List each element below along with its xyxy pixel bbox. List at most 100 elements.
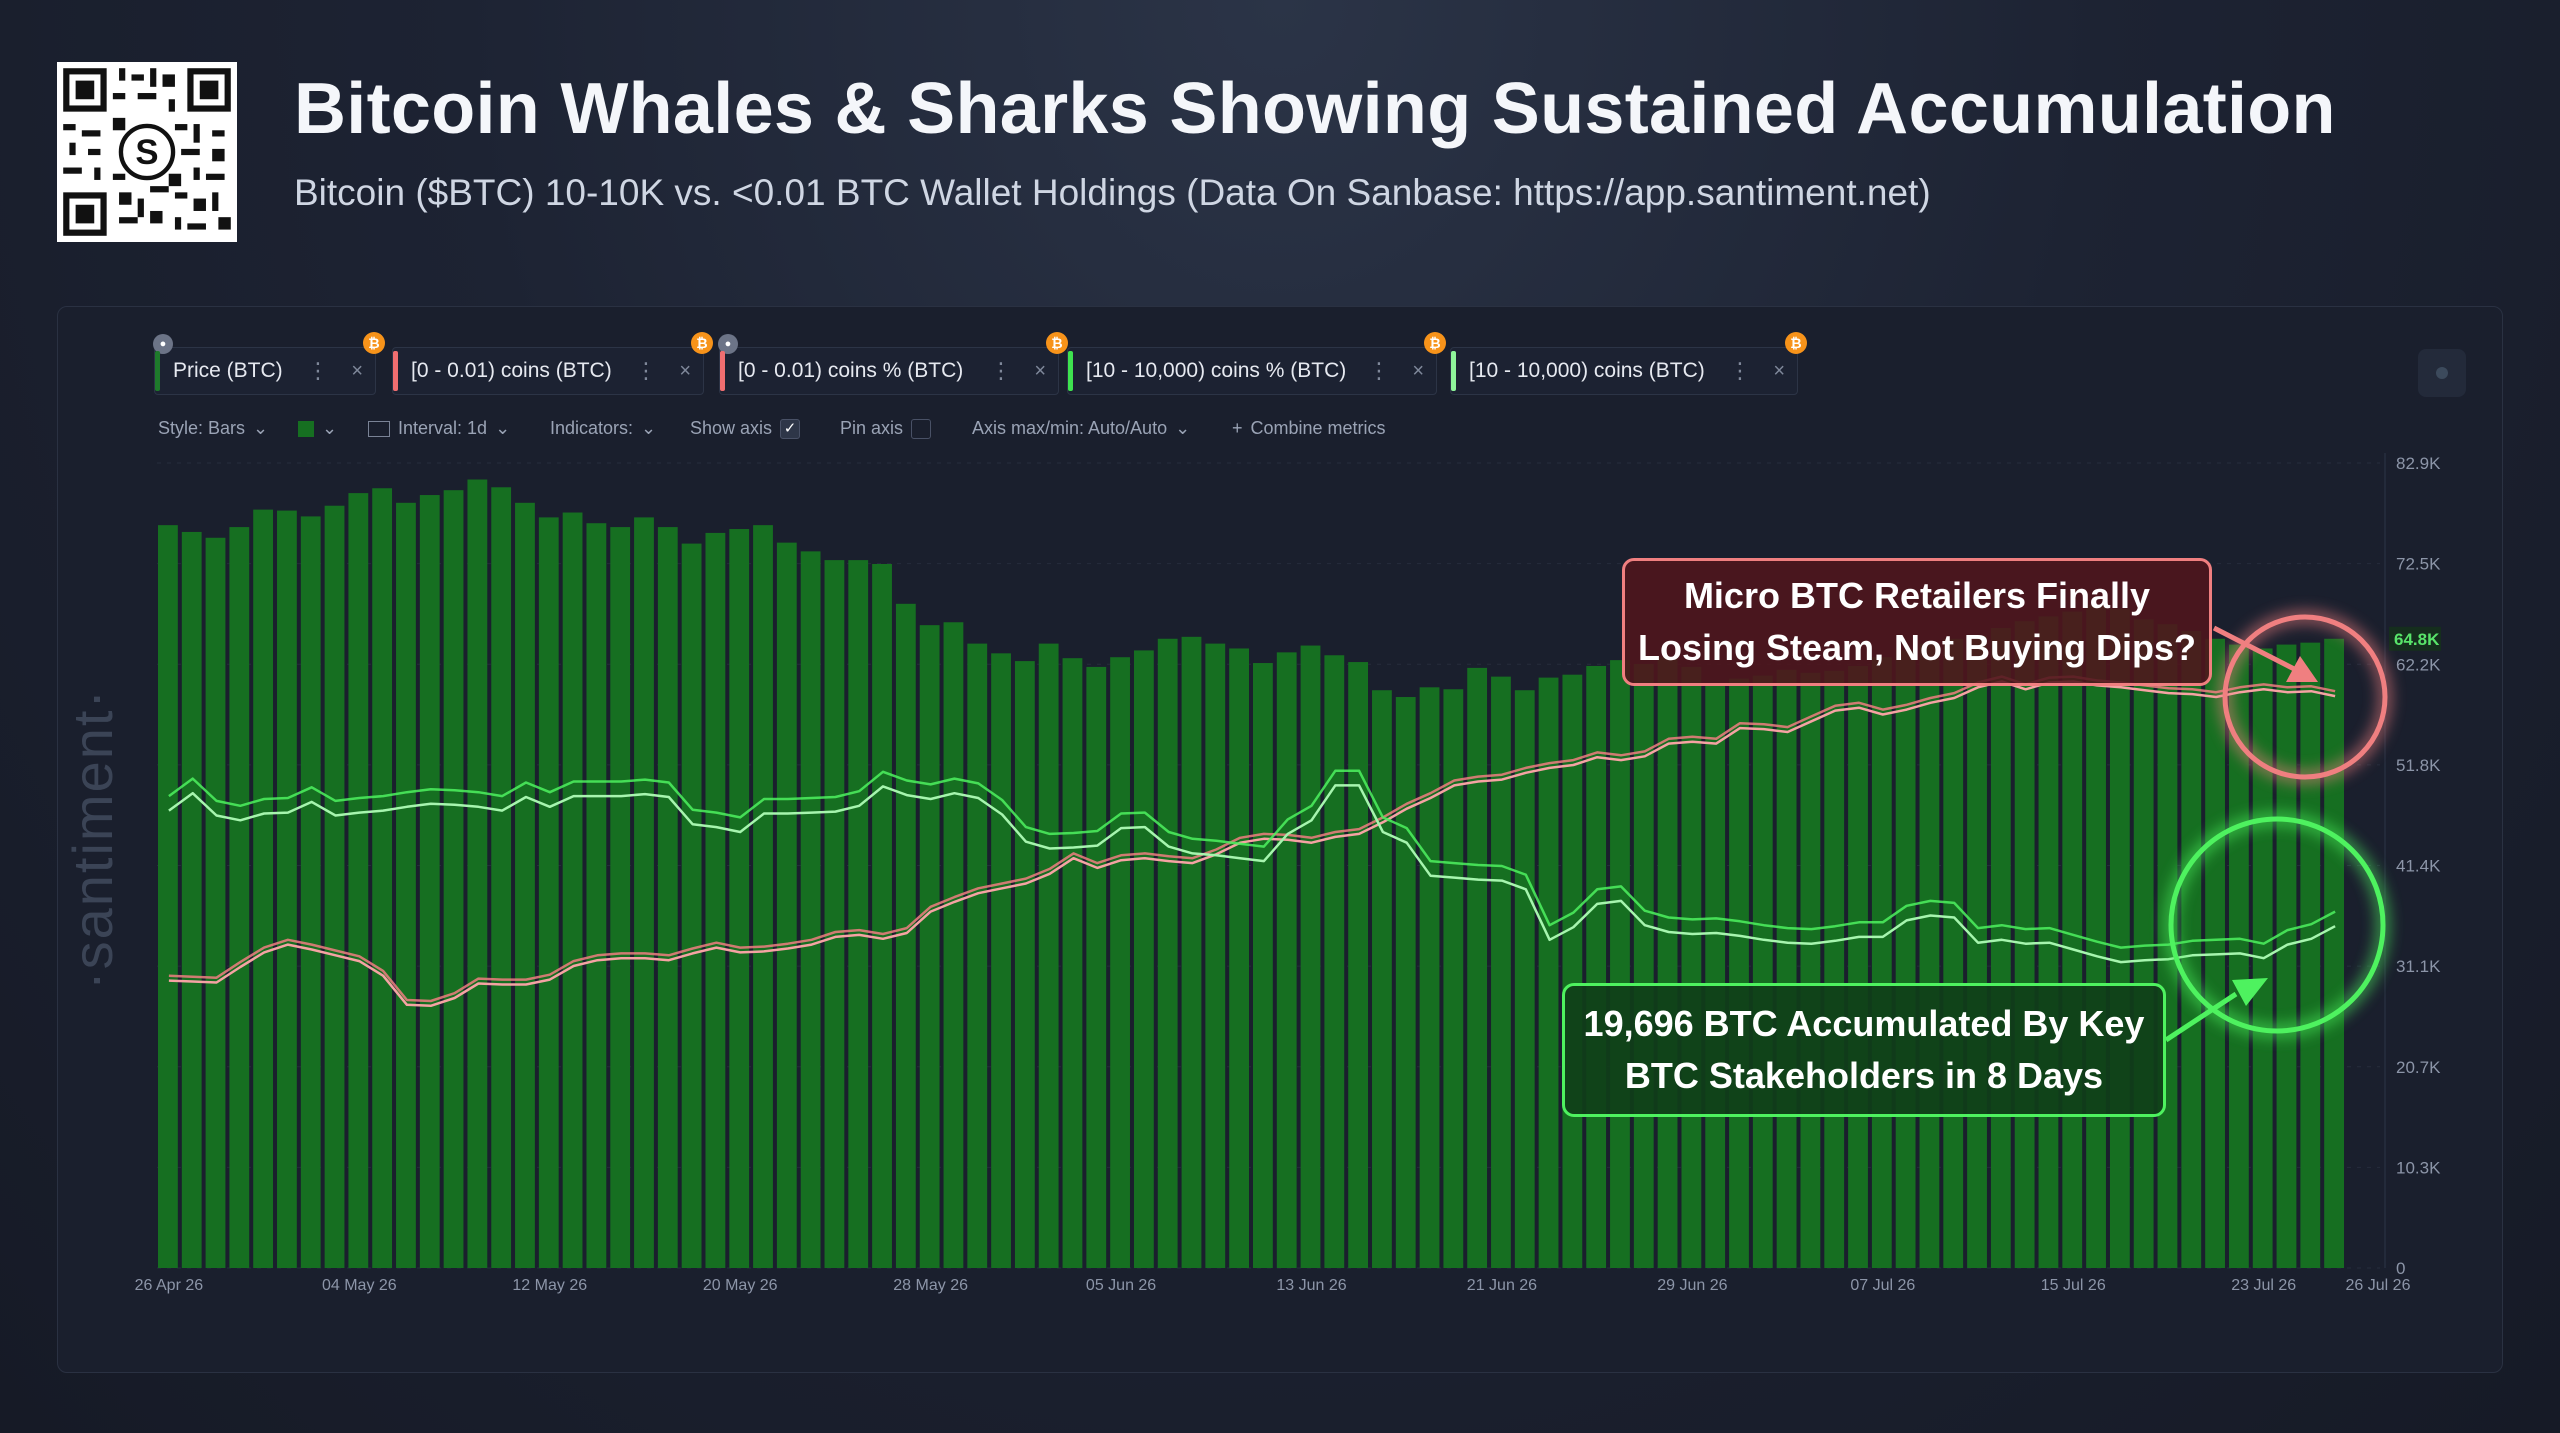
price-bar [2228,644,2249,1268]
current-price-label: 64.8K [2394,630,2440,649]
price-bar [895,603,916,1268]
close-icon[interactable]: × [1773,359,1785,382]
price-bar [800,551,821,1268]
price-bar [1086,666,1107,1268]
x-tick-label: 23 Jul 26 [2231,1277,2296,1294]
more-icon[interactable]: ⋮ [1368,358,1390,383]
metric-chip-whale-percent[interactable]: [10 - 10,000) coins % (BTC) ⋮ × ₿ [1067,332,1446,395]
price-bar [1348,662,1369,1268]
price-bar [443,490,464,1268]
price-bar [1871,657,1892,1268]
axis-maxmin-dropdown[interactable]: Axis max/min: Auto/Auto ⌄ [972,418,1190,439]
price-bar [1276,652,1297,1268]
price-bar [1800,672,1821,1268]
close-icon[interactable]: × [351,359,363,382]
plus-icon: + [1232,418,1243,438]
dot-icon [2436,367,2448,379]
price-bar [1729,678,1749,1268]
more-icon[interactable]: ⋮ [307,358,329,383]
price-bar [1752,675,1773,1268]
price-bar [2086,604,2106,1268]
page-title: Bitcoin Whales & Sharks Showing Sustaine… [294,69,2336,149]
indicators-dropdown[interactable]: Indicators: ⌄ [550,418,656,439]
price-bar [181,531,202,1268]
whale-series-line-a [168,769,2336,949]
price-bar [1324,655,1345,1268]
price-bar [1443,689,1464,1268]
close-icon[interactable]: × [1034,359,1046,382]
show-axis-toggle[interactable]: Show axis ✓ [690,418,801,439]
x-tick-label: 04 May 26 [322,1277,397,1294]
more-icon[interactable]: ⋮ [1729,358,1751,383]
metric-label: [0 - 0.01) coins % (BTC) [738,359,964,382]
metric-label: [10 - 10,000) coins % (BTC) [1086,359,1347,382]
price-bar [1300,645,1321,1268]
lock-icon: ● [153,334,173,354]
arrow-whales-head [2232,978,2268,1006]
arrow-retail-shaft [2212,625,2302,675]
more-icon[interactable]: ⋮ [990,358,1012,383]
x-tick-label: 13 Jun 26 [1276,1277,1346,1294]
x-tick-label: 26 Jul 26 [2346,1277,2411,1294]
metric-chip-retail-percent[interactable]: ● [0 - 0.01) coins % (BTC) ⋮ × ₿ [718,332,1068,395]
price-bar [229,527,250,1268]
metric-color-bar [720,351,725,391]
price-bar [419,495,440,1268]
price-bar [1133,650,1154,1268]
bitcoin-icon: ₿ [1785,332,1807,354]
bitcoin-icon: ₿ [1424,332,1446,354]
style-dropdown[interactable]: Style: Bars ⌄ [158,418,268,439]
color-picker[interactable]: ⌄ [298,418,337,439]
price-bar [562,512,583,1268]
settings-button[interactable] [2418,349,2466,397]
interval-dropdown[interactable]: Interval: 1d ⌄ [368,418,510,439]
y-tick-label: 0 [2396,1259,2405,1278]
metric-chip-whale-coins[interactable]: [10 - 10,000) coins (BTC) ⋮ × ₿ [1450,332,1807,395]
price-bar [348,493,369,1268]
price-bar [1990,628,2011,1268]
metric-color-bar [1068,351,1073,391]
arrow-retail-head [2286,656,2318,682]
price-bar [681,543,702,1268]
price-bar [919,625,940,1268]
chevron-down-icon: ⌄ [253,418,269,438]
price-bar [467,479,488,1269]
highlight-circle-whales [2168,816,2386,1034]
metric-chip-price[interactable]: ● Price (BTC) ⋮ × ₿ [153,332,385,395]
qr-code: S [57,62,237,242]
price-bar [1633,664,1654,1268]
price-bar [729,529,750,1268]
price-bar [753,525,773,1268]
price-bar [586,523,607,1268]
price-bar [657,527,678,1268]
price-bar [2062,611,2083,1268]
metric-color-bar [155,351,160,391]
chevron-down-icon: ⌄ [1175,418,1191,438]
price-bar [1062,658,1083,1268]
close-icon[interactable]: × [1412,359,1424,382]
combine-metrics-button[interactable]: + Combine metrics [1232,418,1386,439]
y-tick-label: 51.8K [2396,756,2441,775]
close-icon[interactable]: × [679,359,691,382]
metric-chip-retail-coins[interactable]: [0 - 0.01) coins (BTC) ⋮ × ₿ [392,332,713,395]
price-bar [2109,608,2130,1268]
x-tick-label: 28 May 26 [893,1277,968,1294]
price-bar [1538,677,1559,1268]
checkbox-icon[interactable] [911,418,932,439]
price-bar [610,527,631,1268]
bitcoin-icon: ₿ [1046,332,1068,354]
checkbox-checked-icon[interactable]: ✓ [780,418,801,439]
pin-axis-toggle[interactable]: Pin axis [840,418,932,439]
axis-maxmin-label: Axis max/min: Auto/Auto [972,418,1168,438]
price-bar [634,517,654,1268]
x-axis: 26 Apr 26 04 May 26 12 May 26 20 May 26 28 M… [135,1277,2411,1294]
chevron-down-icon: ⌄ [641,418,657,438]
price-bar [1514,690,1535,1268]
price-bar [277,510,297,1268]
more-icon[interactable]: ⋮ [635,358,657,383]
price-bar [943,622,964,1268]
y-tick-label: 10.3K [2396,1158,2441,1177]
price-bar [1848,665,1868,1268]
metric-color-bar [393,351,398,391]
